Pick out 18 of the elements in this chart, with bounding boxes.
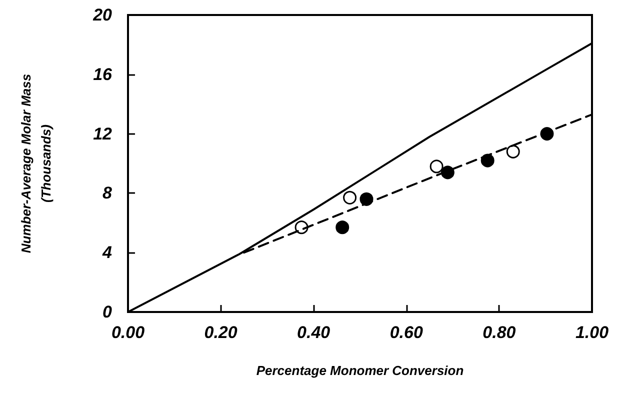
point — [430, 160, 444, 174]
y-axis-title: Number-Average Molar Mass (Thousands) — [18, 74, 54, 254]
y-tick-label: 8 — [102, 184, 113, 203]
y-tick-label: 16 — [93, 64, 113, 84]
y-tick-label: 12 — [93, 124, 113, 144]
x-tick-label: 0.60 — [390, 323, 424, 342]
y-tick-label: 4 — [102, 243, 113, 262]
y-tick-label: 0 — [102, 302, 113, 322]
x-tick-label: 0.80 — [482, 323, 516, 342]
point — [336, 220, 350, 234]
x-tick-label: 1.00 — [575, 323, 610, 342]
x-tick-label: 0.20 — [204, 323, 238, 342]
point — [506, 144, 520, 158]
x-tick-label: 0.00 — [111, 323, 146, 342]
x-tick-label: 0.40 — [297, 323, 331, 342]
y-tick-label: 20 — [92, 6, 113, 24]
x-axis-title: Percentage Monomer Conversion — [256, 363, 464, 378]
point — [343, 190, 357, 204]
